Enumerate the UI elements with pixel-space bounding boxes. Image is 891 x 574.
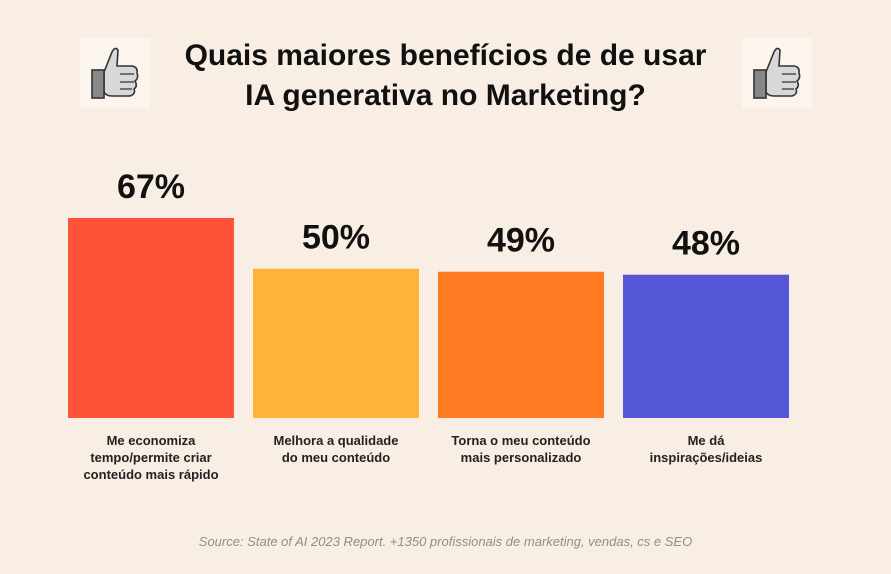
value-label-4: 48% bbox=[672, 225, 740, 263]
bar-1 bbox=[68, 218, 234, 418]
chart-title: Quais maiores benefícios de de usar IA g… bbox=[150, 36, 741, 116]
thumbs-up-icon bbox=[742, 38, 812, 108]
category-label-line: Me economiza bbox=[107, 433, 197, 448]
category-label-4: Me dá inspirações/ideias bbox=[650, 433, 763, 465]
category-label-line: Me dá bbox=[688, 433, 726, 448]
thumbs-up-icon bbox=[80, 38, 150, 108]
source-note: Source: State of AI 2023 Report. +1350 p… bbox=[198, 534, 693, 549]
category-label-line: tempo/permite criar bbox=[90, 450, 211, 465]
category-label-2: Melhora a qualidade do meu conteúdo bbox=[274, 433, 399, 465]
category-label-line: do meu conteúdo bbox=[282, 450, 390, 465]
category-label-1: Me economiza tempo/permite criar conteúdo … bbox=[83, 433, 218, 482]
value-label-2: 50% bbox=[302, 219, 370, 257]
title-line-2: IA generativa no Marketing? bbox=[245, 79, 646, 112]
category-label-line: Melhora a qualidade bbox=[274, 433, 399, 448]
value-label-3: 49% bbox=[487, 222, 555, 260]
category-label-3: Torna o meu conteúdo mais personalizado bbox=[451, 433, 590, 465]
bar-2 bbox=[253, 268, 419, 418]
title-line-1: Quais maiores benefícios de de usar bbox=[184, 39, 707, 72]
category-label-line: mais personalizado bbox=[461, 450, 582, 465]
category-label-line: conteúdo mais rápido bbox=[83, 467, 218, 482]
bar-chart: 67% Me economiza tempo/permite criar conteú… bbox=[68, 168, 789, 482]
value-label-1: 67% bbox=[117, 168, 185, 206]
category-label-line: inspirações/ideias bbox=[650, 450, 763, 465]
bar-3 bbox=[438, 271, 604, 418]
category-label-line: Torna o meu conteúdo bbox=[451, 433, 590, 448]
bar-4 bbox=[623, 274, 789, 418]
